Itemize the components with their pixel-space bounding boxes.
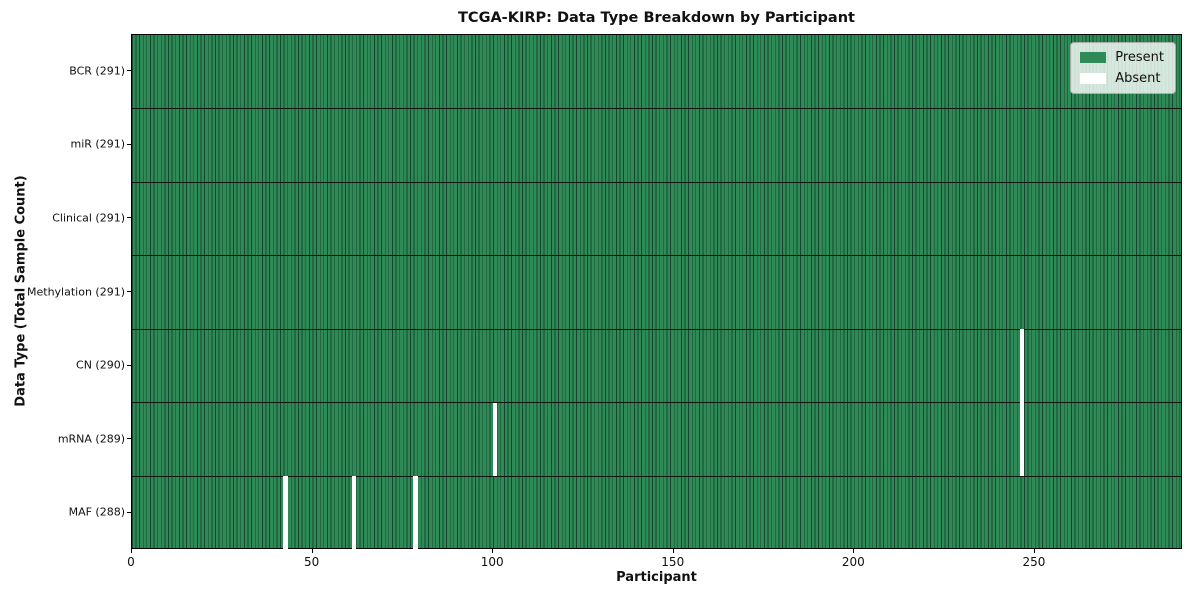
row-separator: [132, 328, 1181, 330]
row-separator: [132, 108, 1181, 110]
legend-label-absent: Absent: [1115, 71, 1161, 86]
y-tick-mark: [127, 511, 131, 513]
row-separator: [132, 475, 1181, 477]
x-tick-mark: [853, 549, 855, 553]
y-tick-label: mRNA (289): [57, 432, 125, 446]
y-tick-mark: [127, 70, 131, 72]
y-tick-label: Methylation (291): [27, 285, 125, 298]
absent-gap-MAF-61: [351, 476, 357, 550]
x-tick-label: 100: [480, 555, 504, 569]
absent-swatch: [1080, 73, 1107, 84]
x-tick-label: 0: [127, 555, 135, 569]
x-tick-mark: [311, 549, 313, 553]
x-tick-label: 150: [661, 555, 685, 569]
y-tick-label: miR (291): [70, 137, 126, 151]
x-tick-mark: [492, 549, 494, 553]
x-axis-label: Participant: [616, 570, 697, 585]
absent-gap-MAF-42: [283, 476, 288, 550]
y-tick-label: Clinical (291): [52, 211, 125, 225]
x-tick-label: 50: [303, 555, 320, 569]
absent-gap-MAF-78: [413, 476, 418, 550]
y-tick-mark: [127, 438, 131, 440]
x-tick-mark: [131, 549, 132, 553]
absent-gap-CN-246: [1020, 329, 1025, 403]
legend-label-present: Present: [1115, 50, 1164, 65]
row-separator: [132, 255, 1181, 257]
chart-title: TCGA-KIRP: Data Type Breakdown by Partic…: [458, 10, 855, 26]
absent-gap-mRNA-100: [492, 402, 498, 477]
plot-area: Present Absent: [131, 34, 1182, 550]
legend-entry-present: Present: [1080, 50, 1164, 65]
y-tick-label: BCR (291): [69, 64, 125, 78]
y-tick-label: MAF (288): [68, 505, 125, 519]
y-tick-label: CN (290): [76, 358, 125, 372]
row-separator: [132, 181, 1181, 183]
x-tick-mark: [672, 549, 674, 553]
absent-gap-mRNA-246: [1020, 402, 1025, 477]
y-tick-mark: [127, 217, 131, 219]
legend-entry-absent: Absent: [1080, 71, 1164, 86]
present-swatch: [1080, 52, 1107, 63]
y-tick-mark: [127, 291, 131, 292]
y-tick-mark: [127, 143, 131, 145]
y-tick-mark: [127, 364, 131, 366]
legend: Present Absent: [1070, 42, 1176, 94]
row-separator: [132, 402, 1181, 404]
x-tick-label: 200: [841, 555, 865, 569]
x-tick-mark: [1033, 549, 1035, 553]
x-tick-label: 250: [1022, 555, 1046, 569]
